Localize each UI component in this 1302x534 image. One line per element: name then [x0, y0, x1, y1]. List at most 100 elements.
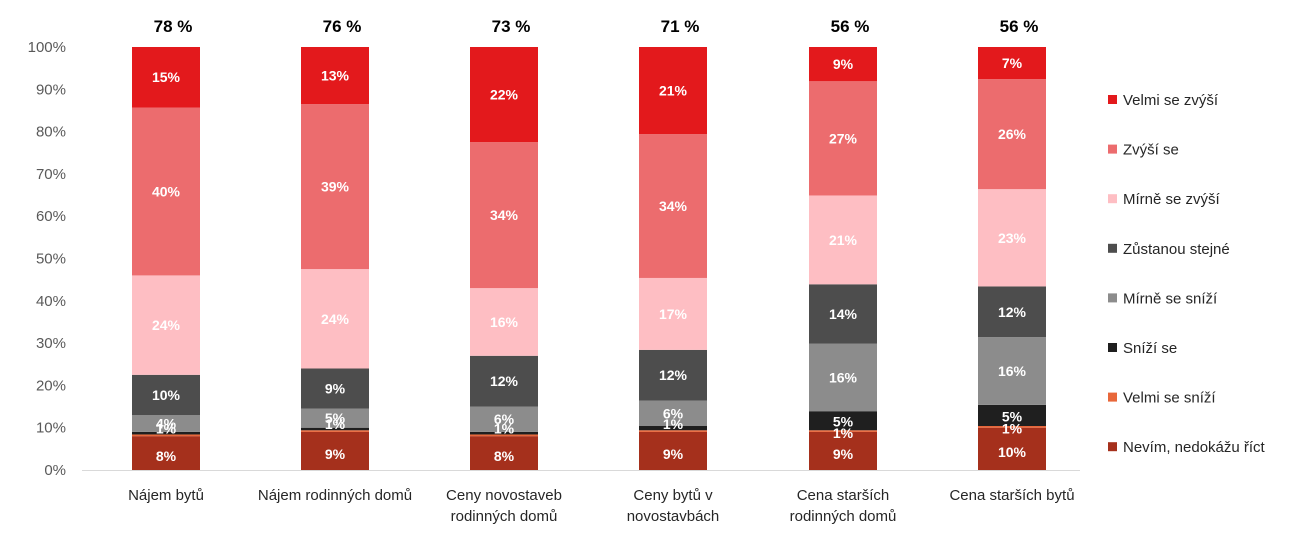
bar-total-label: 76 %	[323, 17, 362, 36]
legend-swatch	[1108, 392, 1117, 402]
x-axis: Nájem bytů Nájem rodinných domů Ceny novos…	[82, 470, 1080, 525]
bar-value-label: 21%	[659, 83, 688, 99]
bar-segment	[470, 434, 538, 437]
bar-segment	[639, 400, 707, 427]
bar-value-label: 12%	[490, 373, 519, 389]
bar-value-label: 17%	[659, 306, 688, 322]
bar-value-label: 8%	[494, 448, 515, 464]
legend-label: Nevím, nedokážu říct	[1123, 439, 1266, 456]
bar-value-label: 1%	[156, 420, 177, 436]
bar-value-label: 10%	[998, 444, 1027, 460]
bar-segment	[978, 189, 1046, 287]
bar-segment	[978, 426, 1046, 428]
bar-value-label: 9%	[325, 381, 346, 397]
category-label: novostavbách	[627, 508, 720, 525]
legend-swatch	[1108, 194, 1117, 204]
bar-value-label: 39%	[321, 179, 350, 195]
bar-value-label: 34%	[659, 198, 688, 214]
bar-segment	[470, 431, 538, 435]
bar-value-label: 16%	[998, 363, 1027, 379]
legend-label: Velmi se sníží	[1123, 390, 1216, 407]
bar-value-label: 9%	[833, 446, 854, 462]
bar-segment	[978, 337, 1046, 405]
category-label: Nájem rodinných domů	[258, 487, 412, 504]
bar-value-label: 1%	[325, 416, 346, 432]
bar-value-label: 8%	[156, 448, 177, 464]
bar-value-label: 5%	[325, 410, 346, 426]
bar-value-label: 13%	[321, 68, 350, 84]
bar-segment	[301, 431, 369, 470]
bar-stack: 8% 1%4% 10% 24% 40% 15% 78 %	[132, 17, 200, 470]
legend-swatch	[1108, 442, 1117, 452]
bar-value-label: 5%	[1002, 408, 1023, 424]
bar-segment	[809, 430, 877, 432]
bar-segment	[639, 277, 707, 350]
bar-total-label: 73 %	[492, 17, 531, 36]
category-label: Ceny novostaveb	[446, 487, 562, 504]
bar-value-label: 14%	[829, 306, 858, 322]
category-label: rodinných domů	[451, 508, 558, 525]
category-label: Cena starších bytů	[949, 487, 1074, 504]
bar-segment	[470, 355, 538, 407]
bar-value-label: 5%	[833, 414, 854, 430]
bar-total-label: 78 %	[154, 17, 193, 36]
bar-value-label: 21%	[829, 232, 858, 248]
y-tick-label: 40%	[36, 293, 66, 310]
bar-value-label: 23%	[998, 230, 1027, 246]
y-axis: 0% 10% 20% 30% 40% 50% 60% 70% 80% 90% 100%	[28, 39, 66, 479]
legend-label: Mírně se zvýší	[1123, 191, 1221, 208]
bar-segment	[301, 430, 369, 432]
y-tick-label: 60%	[36, 208, 66, 225]
bar-segment	[978, 427, 1046, 470]
bar-value-label: 7%	[1002, 55, 1023, 71]
bar-value-label: 9%	[663, 446, 684, 462]
bar-value-label: 9%	[325, 446, 346, 462]
bar-segment	[132, 47, 200, 108]
bar-value-label: 26%	[998, 126, 1027, 142]
bar-segment	[978, 79, 1046, 190]
bar-value-label: 12%	[659, 367, 688, 383]
legend-label: Zvýší se	[1123, 142, 1179, 159]
bar-value-label: 22%	[490, 87, 519, 103]
y-tick-label: 20%	[36, 377, 66, 394]
bar-value-label: 10%	[152, 387, 181, 403]
bar-segment	[132, 434, 200, 437]
bar-segment	[978, 47, 1046, 80]
bar-segment	[132, 107, 200, 276]
bar-value-label: 6%	[494, 411, 515, 427]
bar-value-label: 12%	[998, 304, 1027, 320]
bar-value-label: 6%	[663, 405, 684, 421]
bar-segment	[809, 411, 877, 431]
bar-segment	[470, 406, 538, 432]
bar-segment	[132, 374, 200, 416]
bar-value-label: 1%	[1002, 421, 1023, 437]
y-tick-label: 50%	[36, 251, 66, 268]
bar-segment	[132, 275, 200, 375]
bar-total-label: 71 %	[661, 17, 700, 36]
bar-segment	[470, 436, 538, 470]
bar-segment	[301, 269, 369, 369]
bar-value-label: 24%	[152, 317, 181, 333]
bar-segment	[132, 415, 200, 432]
legend-label: Mírně se sníží	[1123, 290, 1218, 307]
bar-segment	[132, 431, 200, 435]
y-tick-label: 10%	[36, 420, 66, 437]
bar-segment	[809, 81, 877, 196]
bar-segment	[470, 142, 538, 289]
category-label: Ceny bytů v	[633, 487, 713, 504]
bar-value-label: 4%	[156, 415, 177, 431]
bar-value-label: 1%	[494, 420, 515, 436]
legend-swatch	[1108, 293, 1117, 303]
legend-label: Sníží se	[1123, 340, 1177, 357]
bar-segment	[978, 404, 1046, 427]
bar-stack: 9% 5% 16% 14% 21% 27% 9% 1% 56 %	[809, 17, 877, 470]
bar-segment	[132, 436, 200, 470]
bar-segment	[301, 427, 369, 431]
bar-total-label: 56 %	[831, 17, 870, 36]
bar-value-label: 24%	[321, 311, 350, 327]
bar-stack: 10% 5% 16% 12% 23% 26% 7% 1% 56 %	[978, 17, 1046, 470]
category-label: Cena starších	[797, 487, 890, 504]
bar-segment	[301, 368, 369, 409]
bar-value-label: 15%	[152, 69, 181, 85]
